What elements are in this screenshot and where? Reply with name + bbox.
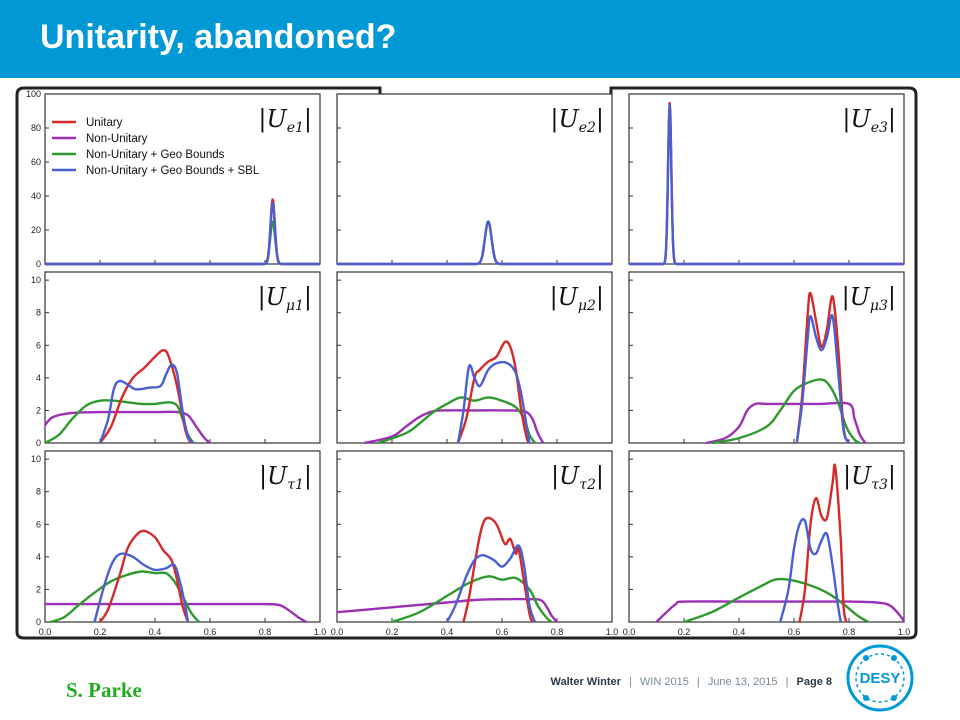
- series-line: [336, 597, 558, 623]
- x-tick-label: 0.4: [441, 627, 454, 637]
- series-line: [456, 360, 531, 444]
- legend-label: Non-Unitary + Geo Bounds: [86, 149, 225, 161]
- panel-label: |Uτ2|: [551, 462, 604, 493]
- x-tick-label: 0.0: [331, 627, 344, 637]
- y-tick-label: 8: [36, 308, 41, 318]
- footer-date: June 13, 2015: [707, 676, 778, 688]
- x-tick-label: 0.8: [259, 627, 272, 637]
- series-line: [795, 291, 851, 444]
- y-tick-label: 6: [36, 519, 41, 529]
- panel-frame: [628, 450, 905, 623]
- series-line: [655, 600, 906, 623]
- panel-label: |Uμ1|: [258, 283, 312, 314]
- footer-event: WIN 2015: [639, 676, 689, 688]
- footer-separator: |: [785, 676, 789, 688]
- series-line: [364, 409, 545, 445]
- y-tick-label: 0: [36, 438, 41, 448]
- series-line: [44, 602, 307, 624]
- legend-label: Unitary: [86, 117, 123, 129]
- y-tick-label: 40: [31, 191, 41, 201]
- x-tick-label: 1.0: [898, 627, 911, 637]
- slide-title: Unitarity, abandoned?: [40, 18, 397, 56]
- series-line: [93, 552, 190, 623]
- y-tick-label: 2: [36, 584, 41, 594]
- x-tick-label: 1.0: [606, 627, 619, 637]
- series-line: [462, 516, 534, 623]
- series-line: [456, 340, 531, 444]
- series-line: [336, 220, 613, 266]
- title-bar: [0, 0, 960, 78]
- series-line: [683, 577, 869, 624]
- y-tick-label: 10: [31, 275, 41, 285]
- legend-label: Non-Unitary: [86, 133, 148, 145]
- footer-separator: |: [696, 676, 700, 688]
- series-line: [628, 103, 905, 266]
- y-tick-label: 80: [31, 123, 41, 133]
- x-tick-label: 0.2: [94, 627, 107, 637]
- x-tick-label: 0.8: [551, 627, 564, 637]
- panel-label: |Uμ2|: [550, 283, 604, 314]
- x-tick-label: 0.0: [623, 627, 636, 637]
- series-line: [44, 201, 321, 266]
- y-tick-label: 0: [36, 259, 41, 269]
- series-line: [44, 410, 211, 444]
- x-tick-label: 0.6: [204, 627, 217, 637]
- panel-label: |Ue2|: [550, 105, 604, 136]
- y-tick-label: 10: [31, 454, 41, 464]
- author-credit: S. Parke: [66, 678, 142, 702]
- series-line: [98, 529, 190, 623]
- series-line: [705, 401, 867, 445]
- desy-logo-text: DESY: [860, 670, 901, 687]
- panel-label: |Uτ3|: [843, 462, 896, 493]
- panel-frame: [336, 450, 613, 623]
- x-tick-label: 0.6: [788, 627, 801, 637]
- x-tick-label: 0.6: [496, 627, 509, 637]
- x-tick-label: 0.2: [678, 627, 691, 637]
- series-line: [445, 544, 537, 623]
- x-tick-label: 0.4: [149, 627, 162, 637]
- y-tick-label: 60: [31, 157, 41, 167]
- footer-page-number: Page 8: [796, 676, 832, 688]
- x-tick-label: 0.2: [386, 627, 399, 637]
- panel-frame: [336, 271, 613, 444]
- panel-label: |Uμ3|: [842, 283, 896, 314]
- y-tick-label: 20: [31, 225, 41, 235]
- y-tick-label: 8: [36, 487, 41, 497]
- x-tick-label: 0.4: [733, 627, 746, 637]
- desy-logo: DESY: [846, 644, 914, 712]
- series-line: [779, 517, 842, 623]
- y-tick-label: 4: [36, 373, 41, 383]
- series-line: [99, 349, 192, 444]
- panel-label: |Uτ1|: [259, 462, 312, 493]
- x-tick-label: 0.0: [39, 627, 52, 637]
- y-tick-label: 0: [36, 617, 41, 627]
- x-tick-label: 0.8: [843, 627, 856, 637]
- series-line: [391, 575, 553, 624]
- panel-frame: [336, 93, 613, 265]
- series-line: [795, 313, 851, 444]
- series-line: [711, 378, 861, 445]
- x-tick-label: 1.0: [314, 627, 327, 637]
- series-line: [98, 363, 195, 444]
- y-tick-label: 4: [36, 552, 41, 562]
- panel-frame: [628, 271, 905, 444]
- y-tick-label: 6: [36, 340, 41, 350]
- y-tick-label: 100: [26, 89, 41, 99]
- slide-footer: Walter Winter | WIN 2015 | June 13, 2015…: [551, 676, 832, 688]
- panel-label: |Ue3|: [842, 105, 896, 136]
- y-tick-label: 2: [36, 405, 41, 415]
- footer-separator: |: [628, 676, 632, 688]
- series-line: [377, 396, 537, 445]
- legend-label: Non-Unitary + Geo Bounds + SBL: [86, 165, 260, 177]
- panel-label: |Ue1|: [258, 105, 312, 136]
- footer-presenter: Walter Winter: [550, 676, 621, 688]
